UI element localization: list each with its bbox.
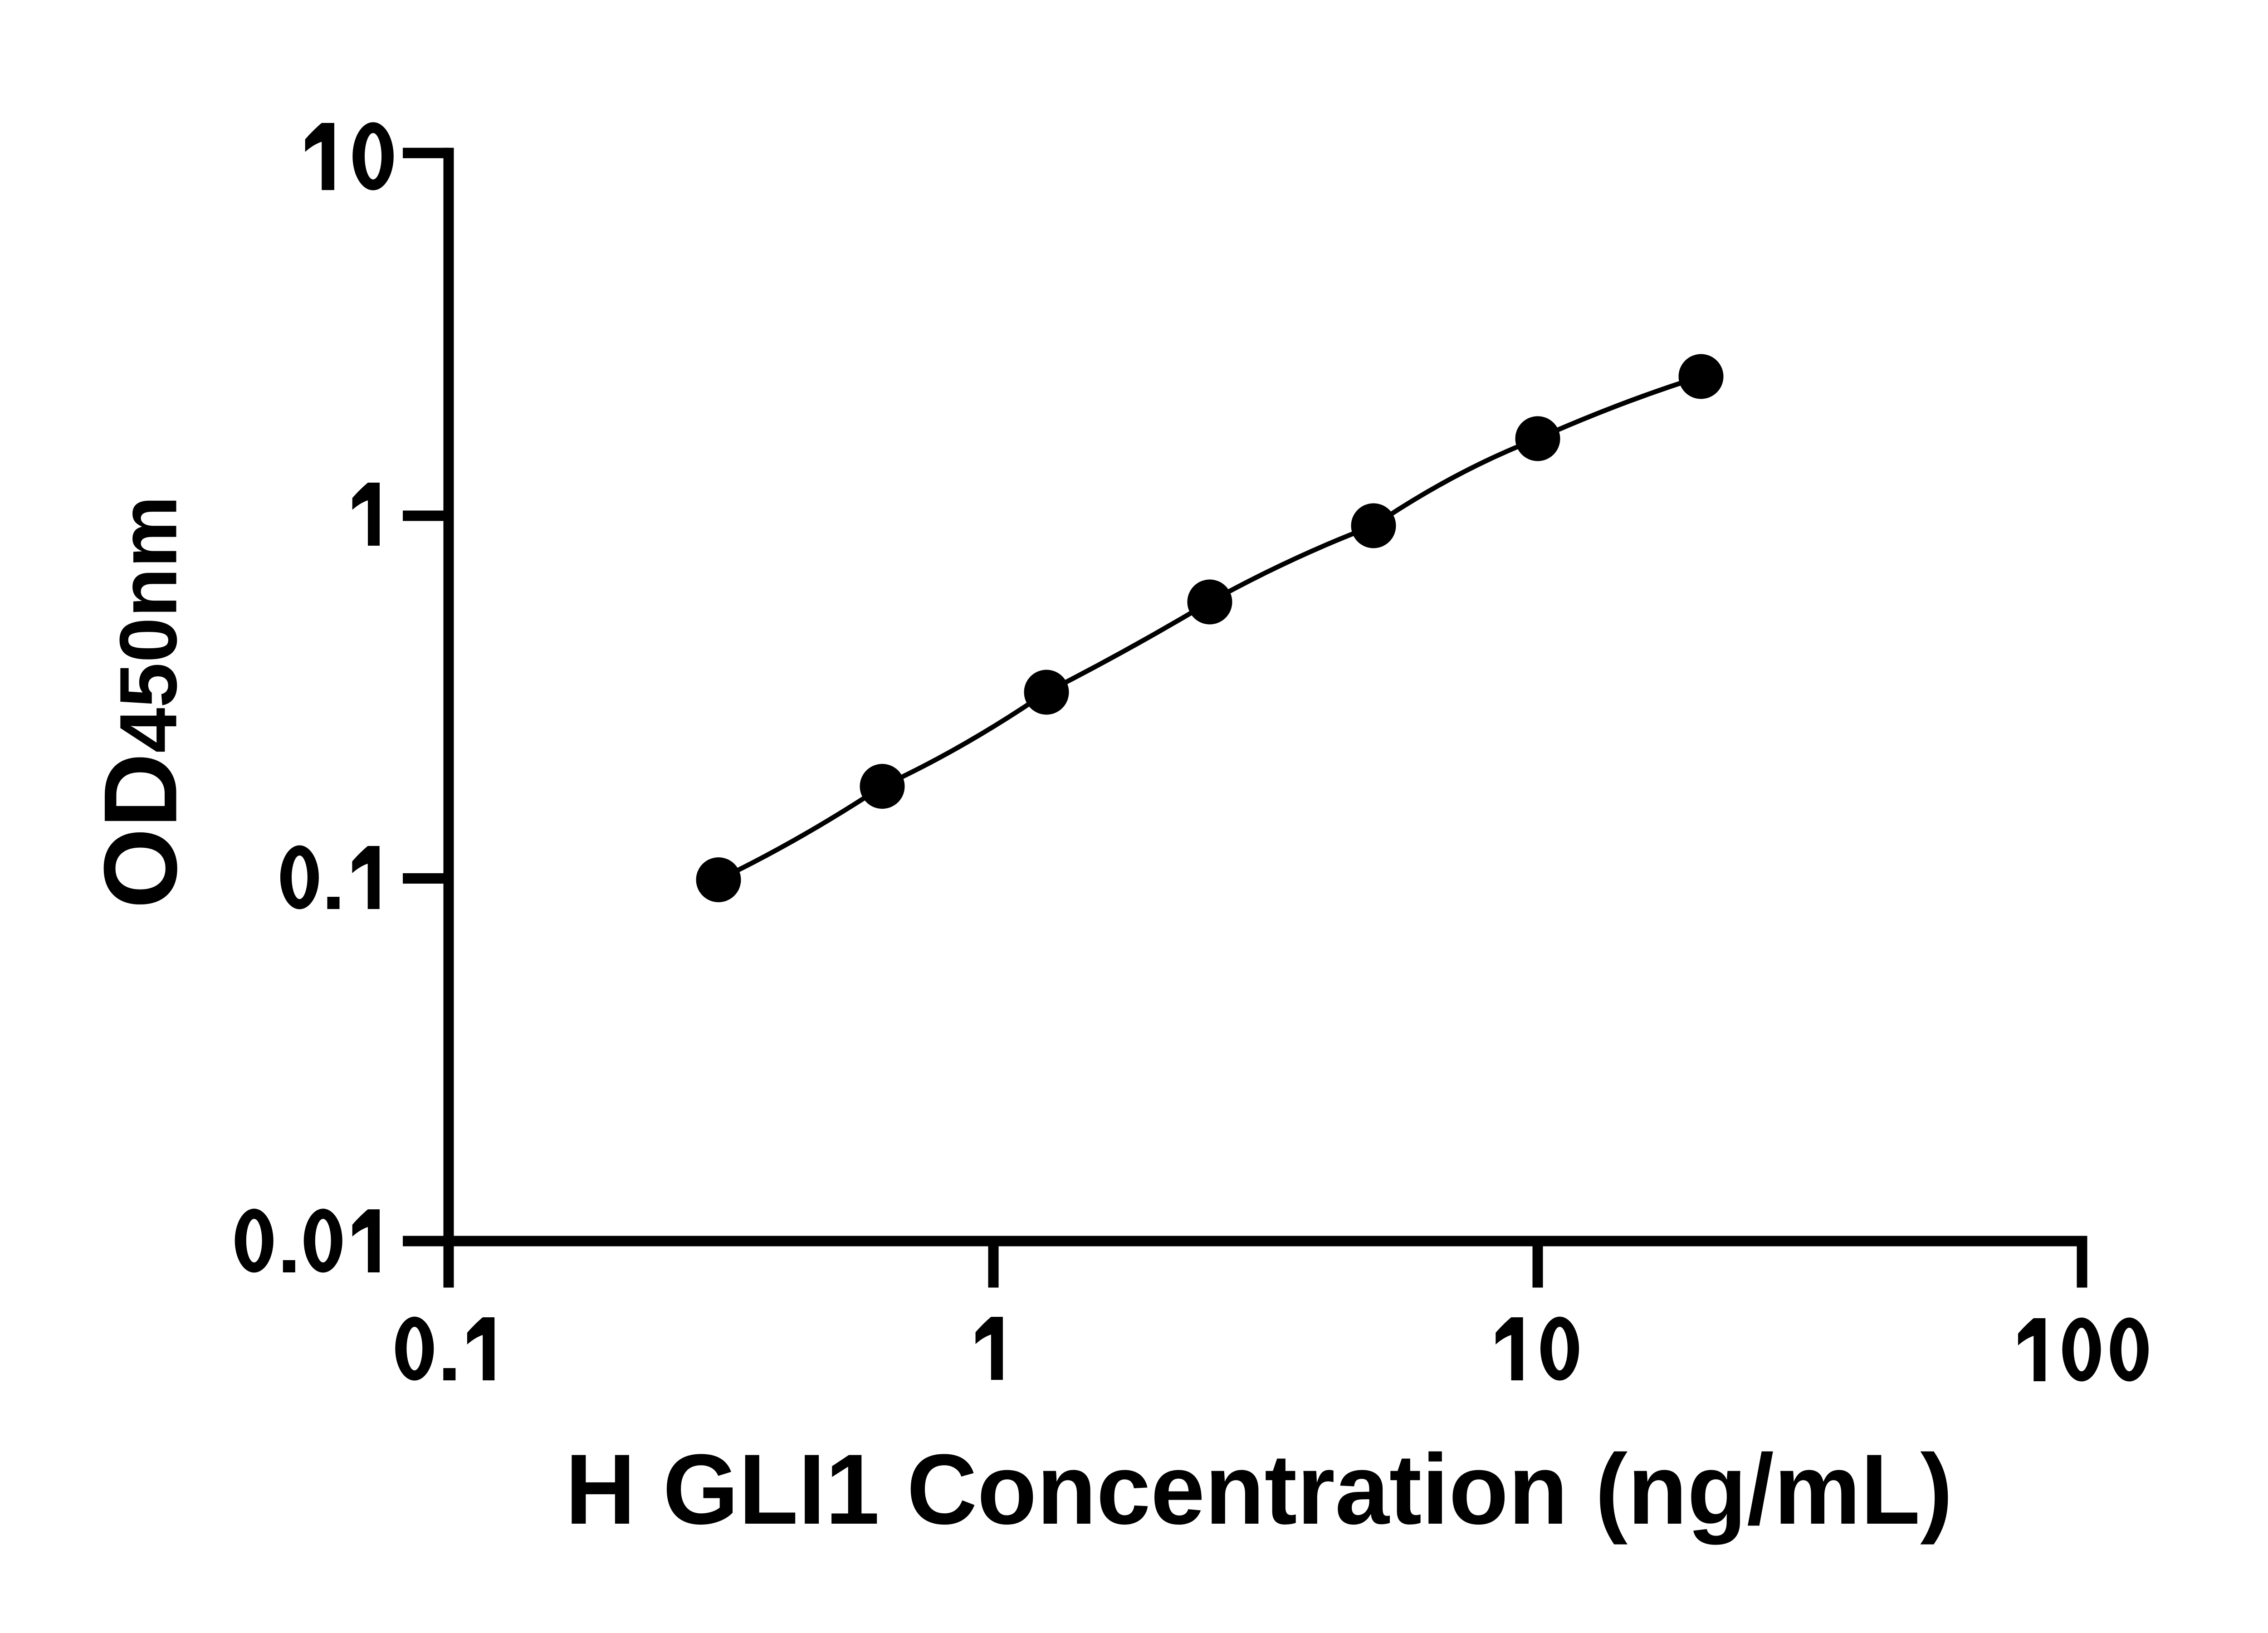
svg-text:H GLI1 Concentration (ng/mL): H GLI1 Concentration (ng/mL) — [565, 1433, 1953, 1545]
